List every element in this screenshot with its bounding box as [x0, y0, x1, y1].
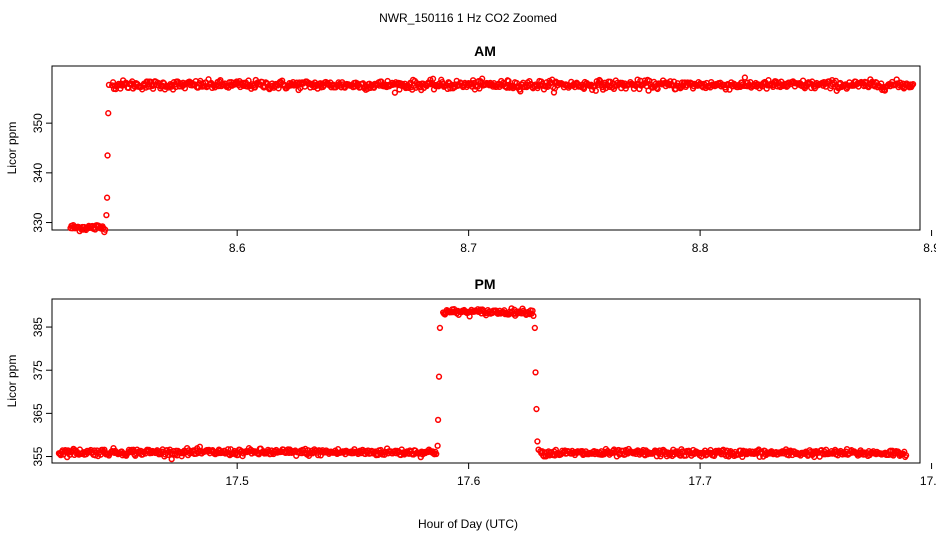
y-tick-label-pm: 355	[31, 446, 45, 466]
y-tick-label-am: 350	[31, 113, 45, 133]
x-tick-label-am: 8.9	[923, 241, 936, 255]
data-points-am	[67, 74, 917, 236]
y-axis-am: 330 340 350	[31, 113, 52, 233]
y-tick-label-pm: 385	[31, 317, 45, 337]
plot-frame-am	[51, 65, 921, 231]
data-point	[533, 405, 540, 413]
data-point	[245, 77, 252, 84]
y-tick-label-pm: 375	[31, 360, 45, 380]
data-point	[168, 456, 175, 463]
data-point	[902, 452, 910, 459]
data-point	[469, 77, 477, 84]
x-tick-label-pm: 17.7	[688, 474, 712, 488]
data-point	[654, 85, 661, 93]
data-point	[103, 211, 110, 219]
data-point	[104, 152, 111, 159]
y-axis-label-pm: Licor ppm	[5, 355, 19, 408]
x-axis-label: Hour of Day (UTC)	[418, 517, 518, 531]
data-point	[103, 194, 111, 201]
data-point	[532, 369, 539, 376]
data-point	[909, 80, 917, 88]
data-point	[592, 87, 599, 94]
data-point	[434, 416, 442, 423]
plot-frame-pm	[51, 298, 921, 464]
data-point	[105, 81, 113, 89]
data-point	[433, 450, 440, 458]
data-points-pm	[55, 305, 910, 463]
panel-am: AM 8.6 8.7 8.8 8.9 330 340 350 Licor ppm	[5, 43, 936, 255]
data-point	[530, 312, 537, 320]
data-point	[476, 85, 483, 92]
data-point	[479, 75, 486, 82]
data-point	[531, 324, 538, 332]
data-point	[799, 77, 807, 84]
y-axis-label-am: Licor ppm	[5, 122, 19, 175]
panel-title-am: AM	[474, 43, 496, 59]
data-point	[102, 226, 109, 233]
y-tick-label-am: 340	[31, 163, 45, 183]
data-point	[505, 77, 512, 85]
panel-pm: PM 17.5 17.6 17.7 17.8 355 365 375 385 Licor p…	[5, 276, 936, 488]
x-tick-label-pm: 17.5	[225, 474, 249, 488]
data-point	[436, 324, 444, 332]
y-axis-pm: 355 365 375 385	[31, 317, 52, 467]
data-point	[434, 442, 441, 449]
figure-title: NWR_150116 1 Hz CO2 Zoomed	[379, 11, 557, 25]
x-tick-label-am: 8.6	[229, 241, 246, 255]
data-point	[429, 75, 437, 82]
data-point	[535, 446, 542, 453]
y-tick-label-pm: 365	[31, 403, 45, 423]
x-tick-label-am: 8.7	[460, 241, 477, 255]
data-point	[517, 88, 524, 95]
data-point	[435, 373, 443, 380]
data-point	[466, 313, 473, 320]
data-point	[149, 85, 157, 92]
x-axis-pm: 17.5 17.6 17.7 17.8	[225, 463, 936, 488]
x-axis-am: 8.6 8.7 8.8 8.9	[229, 230, 936, 255]
data-point	[534, 438, 541, 445]
data-point	[275, 85, 282, 92]
x-tick-label-pm: 17.8	[920, 474, 936, 488]
x-tick-label-am: 8.8	[692, 241, 709, 255]
y-tick-label-am: 330	[31, 212, 45, 232]
panel-title-pm: PM	[475, 276, 496, 292]
x-tick-label-pm: 17.6	[457, 474, 481, 488]
data-point	[181, 85, 189, 92]
data-point	[741, 74, 749, 81]
data-point	[105, 110, 112, 117]
data-point	[391, 89, 399, 96]
